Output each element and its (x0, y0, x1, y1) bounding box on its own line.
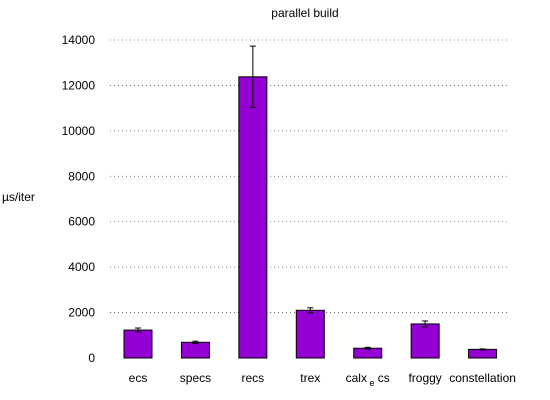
y-tick-label: 8000 (68, 169, 95, 183)
y-tick-label: 12000 (62, 78, 96, 92)
bar-1 (180, 341, 210, 359)
bar-6 (468, 348, 498, 359)
y-tick-label: 6000 (68, 215, 95, 229)
y-tick-labels: 0 2000 4000 6000 8000 10000 12000 14000 (62, 33, 96, 365)
x-category-label: froggy (408, 371, 441, 385)
x-category-label: calx e cs (346, 371, 390, 388)
x-category-labels: ecs specs recs trex calx e cs froggy constella… (129, 371, 516, 388)
bar-0 (123, 329, 153, 359)
grid-lines (110, 39, 508, 313)
bars (123, 76, 498, 359)
y-tick-label: 10000 (62, 124, 96, 138)
y-tick-label: 14000 (62, 33, 96, 47)
y-tick-label: 0 (88, 351, 95, 365)
error-bar (422, 320, 429, 328)
x-category-label: ecs (129, 371, 148, 385)
error-bars (135, 45, 486, 351)
x-category-label: trex (300, 371, 320, 385)
bar-2 (238, 76, 268, 359)
bar-5 (410, 323, 440, 359)
error-bar (135, 327, 141, 333)
x-category-label: specs (180, 371, 211, 385)
y-tick-label: 4000 (68, 260, 95, 274)
bar-4 (353, 347, 383, 359)
y-axis-label: µs/iter (2, 190, 35, 204)
error-bar (364, 346, 371, 350)
x-category-label: constellation (449, 371, 516, 385)
error-bar (307, 307, 314, 314)
chart-title: parallel build (271, 6, 338, 20)
error-bar (479, 348, 486, 351)
error-bar (249, 45, 256, 108)
bar-3 (295, 309, 325, 359)
y-tick-label: 2000 (68, 306, 95, 320)
x-category-label: recs (242, 371, 265, 385)
error-bar (192, 340, 199, 344)
